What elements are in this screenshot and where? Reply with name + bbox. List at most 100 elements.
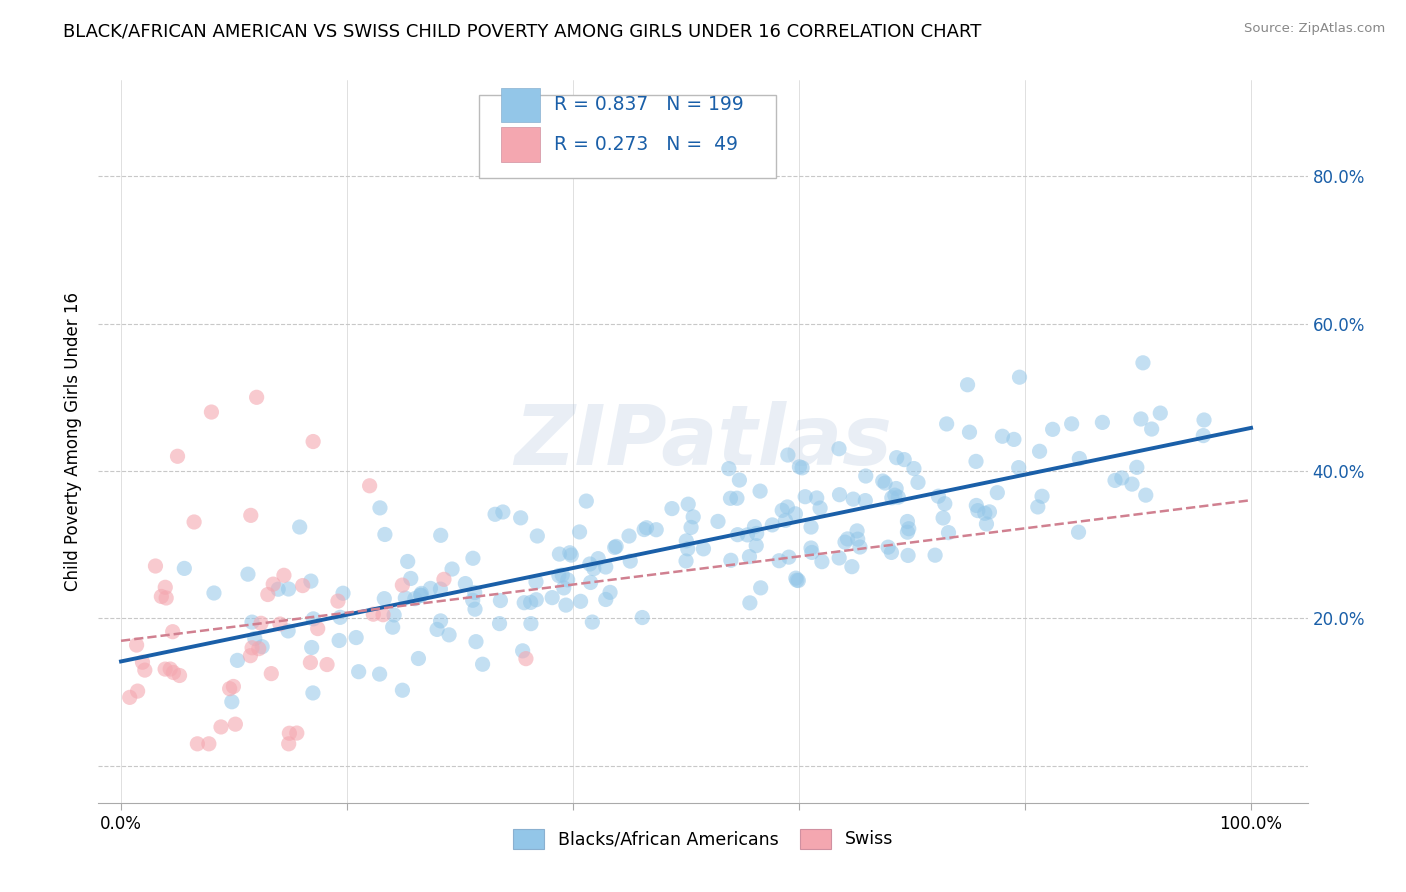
Point: [768, 554, 790, 568]
Point: [727, 527, 749, 541]
Point: [162, 624, 184, 639]
Point: [489, 593, 512, 607]
Point: [240, 640, 263, 655]
Point: [198, 737, 221, 751]
Point: [361, 607, 384, 622]
Point: [155, 580, 177, 594]
Point: [745, 526, 768, 541]
Point: [169, 668, 191, 682]
Point: [408, 651, 430, 665]
Point: [619, 554, 641, 568]
Point: [548, 547, 571, 561]
Point: [778, 550, 800, 565]
Point: [595, 592, 617, 607]
Point: [461, 551, 484, 566]
Point: [884, 482, 907, 496]
Point: [1042, 422, 1064, 436]
Point: [526, 529, 548, 543]
Point: [794, 490, 817, 504]
Point: [236, 567, 259, 582]
Point: [209, 720, 232, 734]
Point: [524, 574, 547, 589]
Point: [676, 541, 699, 556]
Point: [256, 588, 278, 602]
Point: [959, 425, 981, 440]
Point: [738, 596, 761, 610]
Point: [519, 595, 541, 609]
Point: [419, 582, 441, 596]
Point: [150, 590, 173, 604]
Point: [956, 377, 979, 392]
Point: [373, 591, 395, 606]
Text: Source: ZipAtlas.com: Source: ZipAtlas.com: [1244, 22, 1385, 36]
Point: [1111, 471, 1133, 485]
Point: [676, 497, 699, 511]
Point: [226, 653, 249, 667]
Point: [250, 640, 273, 654]
Point: [374, 527, 396, 541]
Point: [118, 690, 141, 705]
Point: [979, 505, 1001, 519]
Point: [880, 491, 903, 505]
Point: [973, 506, 995, 520]
Point: [411, 586, 433, 600]
Point: [806, 491, 828, 505]
Point: [441, 562, 464, 576]
Point: [134, 663, 156, 677]
Point: [153, 662, 176, 676]
Point: [560, 548, 582, 562]
Point: [285, 726, 308, 740]
Point: [744, 519, 766, 533]
Point: [155, 591, 177, 605]
Point: [541, 591, 564, 605]
Point: [887, 490, 910, 504]
Point: [277, 582, 299, 596]
Point: [461, 593, 484, 607]
Point: [302, 686, 325, 700]
Point: [368, 500, 391, 515]
Point: [1031, 489, 1053, 503]
Point: [965, 499, 987, 513]
Point: [1129, 412, 1152, 426]
Point: [381, 620, 404, 634]
Point: [661, 501, 683, 516]
Point: [162, 665, 184, 680]
Text: R = 0.837   N = 199: R = 0.837 N = 199: [554, 95, 744, 114]
Point: [359, 479, 381, 493]
Point: [720, 491, 742, 506]
Point: [846, 532, 869, 546]
Point: [404, 591, 426, 606]
Point: [555, 598, 578, 612]
Point: [737, 528, 759, 542]
Point: [371, 607, 394, 622]
Point: [841, 559, 863, 574]
Point: [127, 684, 149, 698]
Point: [886, 450, 908, 465]
Point: [579, 575, 602, 590]
Point: [800, 545, 823, 559]
Point: [291, 578, 314, 592]
Point: [429, 582, 451, 596]
Point: [299, 656, 322, 670]
Point: [808, 501, 831, 516]
Point: [1069, 451, 1091, 466]
Point: [277, 737, 299, 751]
Point: [787, 574, 810, 588]
Point: [1140, 422, 1163, 436]
Point: [834, 535, 856, 549]
Point: [775, 513, 797, 527]
Point: [316, 657, 339, 672]
Point: [524, 592, 547, 607]
Point: [966, 503, 988, 517]
Point: [299, 574, 322, 588]
Point: [1104, 474, 1126, 488]
Point: [1060, 417, 1083, 431]
Point: [1192, 428, 1215, 442]
FancyBboxPatch shape: [501, 128, 540, 162]
Point: [633, 523, 655, 537]
Point: [239, 508, 262, 523]
Point: [855, 469, 877, 483]
Point: [749, 581, 772, 595]
Point: [880, 545, 903, 559]
Point: [1121, 477, 1143, 491]
